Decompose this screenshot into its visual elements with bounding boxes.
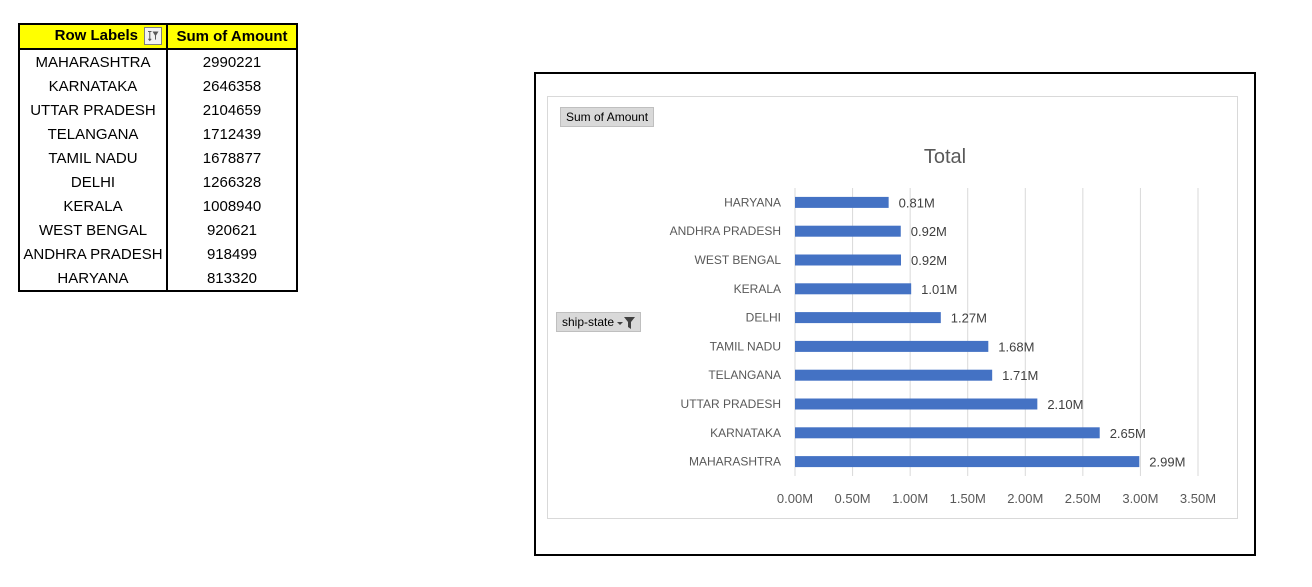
table-row: TAMIL NADU 1678877 [19,146,297,170]
pivot-chart[interactable]: Total 0.00M 0.50M 1.00M 1.50M 2.00M 2.50M 3.00M… [534,72,1256,556]
x-tick-label: 3.50M [1180,491,1216,506]
x-tick-label: 2.00M [1007,491,1043,506]
sum-of-amount-header: Sum of Amount [166,23,298,50]
bar [795,283,912,295]
filter-dropdown-icon[interactable] [616,316,636,330]
amount-cell: 1266328 [202,173,262,191]
row-label-cell: TELANGANA [19,122,168,146]
x-tick-label: 0.50M [835,491,871,506]
amount-cell: 2646358 [202,77,262,95]
category-label: MAHARASHTRA [689,455,781,469]
bar [795,340,989,352]
table-row: ANDHRA PRADESH 918499 [19,242,297,266]
bar [795,254,902,266]
x-tick-label: 0.00M [777,491,813,506]
table-row: DELHI 1266328 [19,170,297,194]
data-label: 0.92M [911,253,947,268]
x-tick-label: 1.50M [950,491,986,506]
row-labels-header-text: Row Labels [54,27,138,45]
bar [795,398,1038,410]
amount-cell: 918499 [206,245,258,263]
row-label-cell: DELHI [19,170,168,194]
amount-cell: 1678877 [202,149,262,167]
data-label: 1.71M [1002,368,1038,383]
row-label-cell: KARNATAKA [19,74,168,98]
data-label: 1.01M [921,282,957,297]
amount-cell: 1008940 [202,197,262,215]
sum-of-amount-field-button[interactable]: Sum of Amount [560,107,655,127]
bar [795,225,901,237]
table-row: HARYANA 813320 [19,266,297,291]
category-label: ANDHRA PRADESH [670,224,781,238]
category-label: WEST BENGAL [695,253,782,267]
table-row: TELANGANA 1712439 [19,122,297,146]
bar [795,312,941,324]
row-label-cell: UTTAR PRADESH [19,98,168,122]
row-label-cell: MAHARASHTRA [19,49,168,74]
row-label-cell: KERALA [19,194,168,218]
row-label-cell: HARYANA [19,266,168,291]
ship-state-field-label: ship-state [562,315,615,329]
bar [795,456,1140,468]
table-row: UTTAR PRADESH 2104659 [19,98,297,122]
table-row: KARNATAKA 2646358 [19,74,297,98]
row-label-cell: ANDHRA PRADESH [19,242,168,266]
category-label: DELHI [746,311,781,325]
data-label: 0.92M [911,224,947,239]
bar-chart-svg: Total 0.00M 0.50M 1.00M 1.50M 2.00M 2.50M 3.00M… [670,146,1216,506]
data-label: 1.27M [951,311,987,326]
chart-plot-area [547,96,1238,519]
category-label: HARYANA [724,195,781,209]
bar [795,369,993,381]
category-label: KERALA [734,282,781,296]
pivot-table: Row Labels Sum of Amount MAHARASHTRA 2990… [18,23,298,292]
data-label: 2.99M [1149,455,1185,470]
x-tick-label: 3.00M [1122,491,1158,506]
row-labels-header[interactable]: Row Labels [18,23,168,50]
x-tick-label: 1.00M [892,491,928,506]
category-label: TELANGANA [708,368,781,382]
amount-cell: 2990221 [202,53,262,71]
amount-cell: 2104659 [202,101,262,119]
row-label-cell: TAMIL NADU [19,146,168,170]
chart-title: Total [924,146,966,168]
amount-cell: 1712439 [202,125,262,143]
row-label-cell: WEST BENGAL [19,218,168,242]
amount-cell: 813320 [206,269,258,287]
category-label: UTTAR PRADESH [681,397,781,411]
sort-filter-icon[interactable] [144,26,162,45]
category-label: KARNATAKA [710,426,781,440]
table-row: KERALA 1008940 [19,194,297,218]
ship-state-field-button[interactable]: ship-state [556,312,642,332]
pivot-header-row: Row Labels Sum of Amount [18,23,298,50]
bar [795,427,1100,439]
data-label: 1.68M [998,339,1034,354]
table-row: WEST BENGAL 920621 [19,218,297,242]
table-row: MAHARASHTRA 2990221 [19,49,297,74]
amount-cell: 920621 [206,221,258,239]
data-label: 2.65M [1110,426,1146,441]
data-label: 2.10M [1047,397,1083,412]
category-label: TAMIL NADU [710,339,781,353]
data-label: 0.81M [899,195,935,210]
x-tick-label: 2.50M [1065,491,1101,506]
bar [795,196,889,208]
